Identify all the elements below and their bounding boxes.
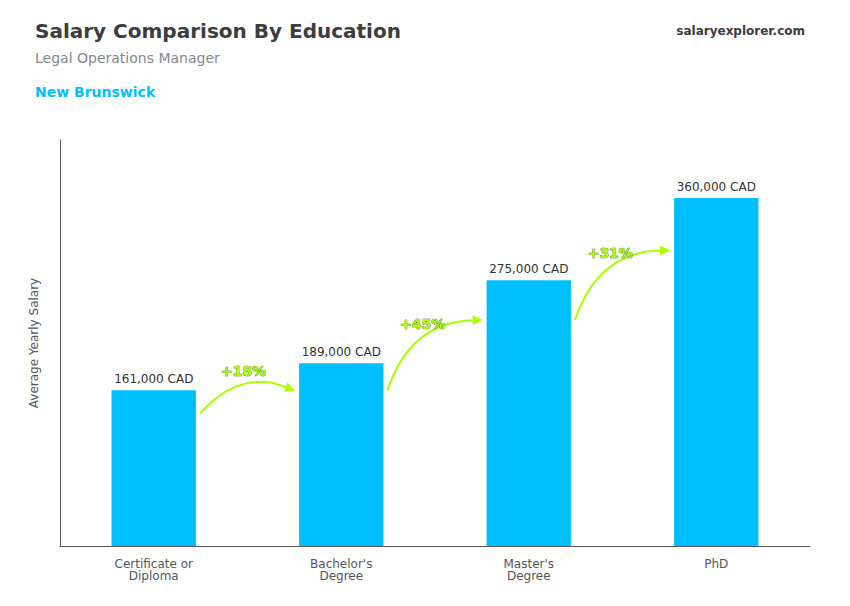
svg-text:189,000 CAD: 189,000 CAD (302, 345, 381, 359)
svg-text:+45%: +45% (400, 316, 445, 332)
svg-text:New Brunswick: New Brunswick (35, 84, 156, 100)
svg-text:salaryexplorer.com: salaryexplorer.com (676, 24, 805, 38)
svg-text:161,000 CAD: 161,000 CAD (114, 372, 193, 386)
svg-text:+31%: +31% (588, 245, 633, 261)
svg-text:Diploma: Diploma (129, 569, 179, 583)
svg-text:Degree: Degree (319, 569, 363, 583)
svg-text:Master's: Master's (503, 557, 554, 571)
svg-text:360,000 CAD: 360,000 CAD (677, 180, 756, 194)
svg-text:Bachelor's: Bachelor's (310, 557, 373, 571)
svg-text:Certificate or: Certificate or (114, 557, 193, 571)
svg-text:Degree: Degree (507, 569, 551, 583)
svg-text:Legal Operations Manager: Legal Operations Manager (35, 50, 220, 66)
svg-text:275,000 CAD: 275,000 CAD (489, 262, 568, 276)
svg-text:PhD: PhD (704, 557, 728, 571)
svg-text:Salary Comparison By Education: Salary Comparison By Education (35, 19, 401, 43)
svg-text:Average Yearly Salary: Average Yearly Salary (27, 278, 41, 408)
svg-text:+18%: +18% (221, 363, 266, 379)
